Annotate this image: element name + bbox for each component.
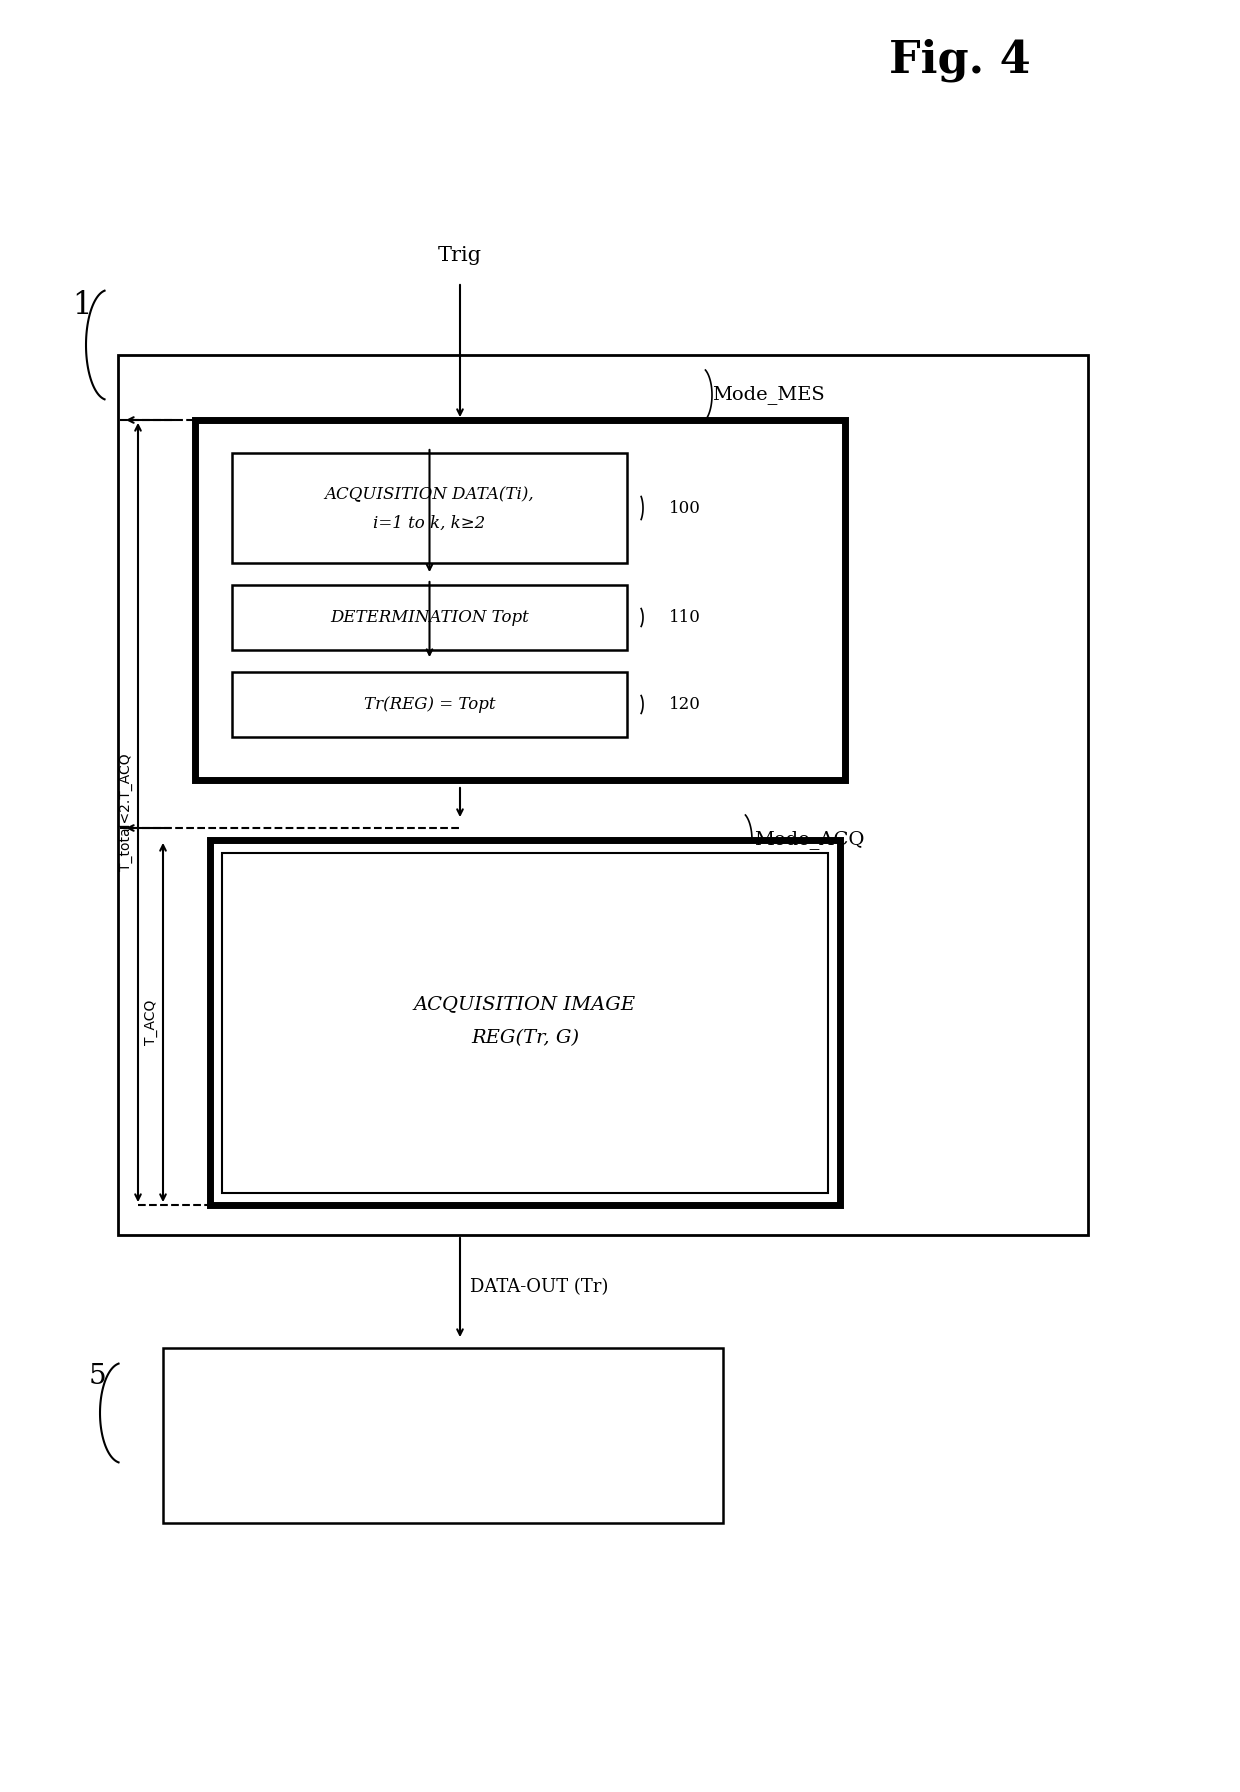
Text: T_ACQ: T_ACQ xyxy=(144,1000,157,1045)
Text: 120: 120 xyxy=(670,695,701,713)
Text: DETERMINATION Topt: DETERMINATION Topt xyxy=(330,609,529,625)
Text: T_total<2.T_ACQ: T_total<2.T_ACQ xyxy=(119,754,133,871)
Bar xyxy=(232,584,627,650)
Text: i=1 to k, k≥2: i=1 to k, k≥2 xyxy=(373,514,486,532)
Bar xyxy=(210,840,839,1204)
Text: Mode_MES: Mode_MES xyxy=(712,385,825,405)
Text: ACQUISITION IMAGE: ACQUISITION IMAGE xyxy=(414,996,636,1014)
Text: ACQUISITION DATA(Ti),: ACQUISITION DATA(Ti), xyxy=(325,486,534,504)
Text: REG(Tr, G): REG(Tr, G) xyxy=(471,1029,579,1048)
Text: DATA-OUT (Tr): DATA-OUT (Tr) xyxy=(470,1278,609,1296)
Text: Mode_ACQ: Mode_ACQ xyxy=(754,830,864,849)
Bar xyxy=(232,672,627,737)
Text: 5: 5 xyxy=(88,1362,105,1389)
Text: Trig: Trig xyxy=(438,246,482,265)
Text: 110: 110 xyxy=(670,609,701,625)
Bar xyxy=(162,1348,723,1523)
Text: Tr(REG) = Topt: Tr(REG) = Topt xyxy=(363,695,495,713)
Text: 1: 1 xyxy=(72,290,92,321)
Bar xyxy=(118,355,1087,1235)
Text: 100: 100 xyxy=(670,500,701,516)
Bar xyxy=(232,453,627,563)
Bar xyxy=(195,419,844,780)
Text: Fig. 4: Fig. 4 xyxy=(889,38,1030,82)
Bar xyxy=(222,853,828,1193)
